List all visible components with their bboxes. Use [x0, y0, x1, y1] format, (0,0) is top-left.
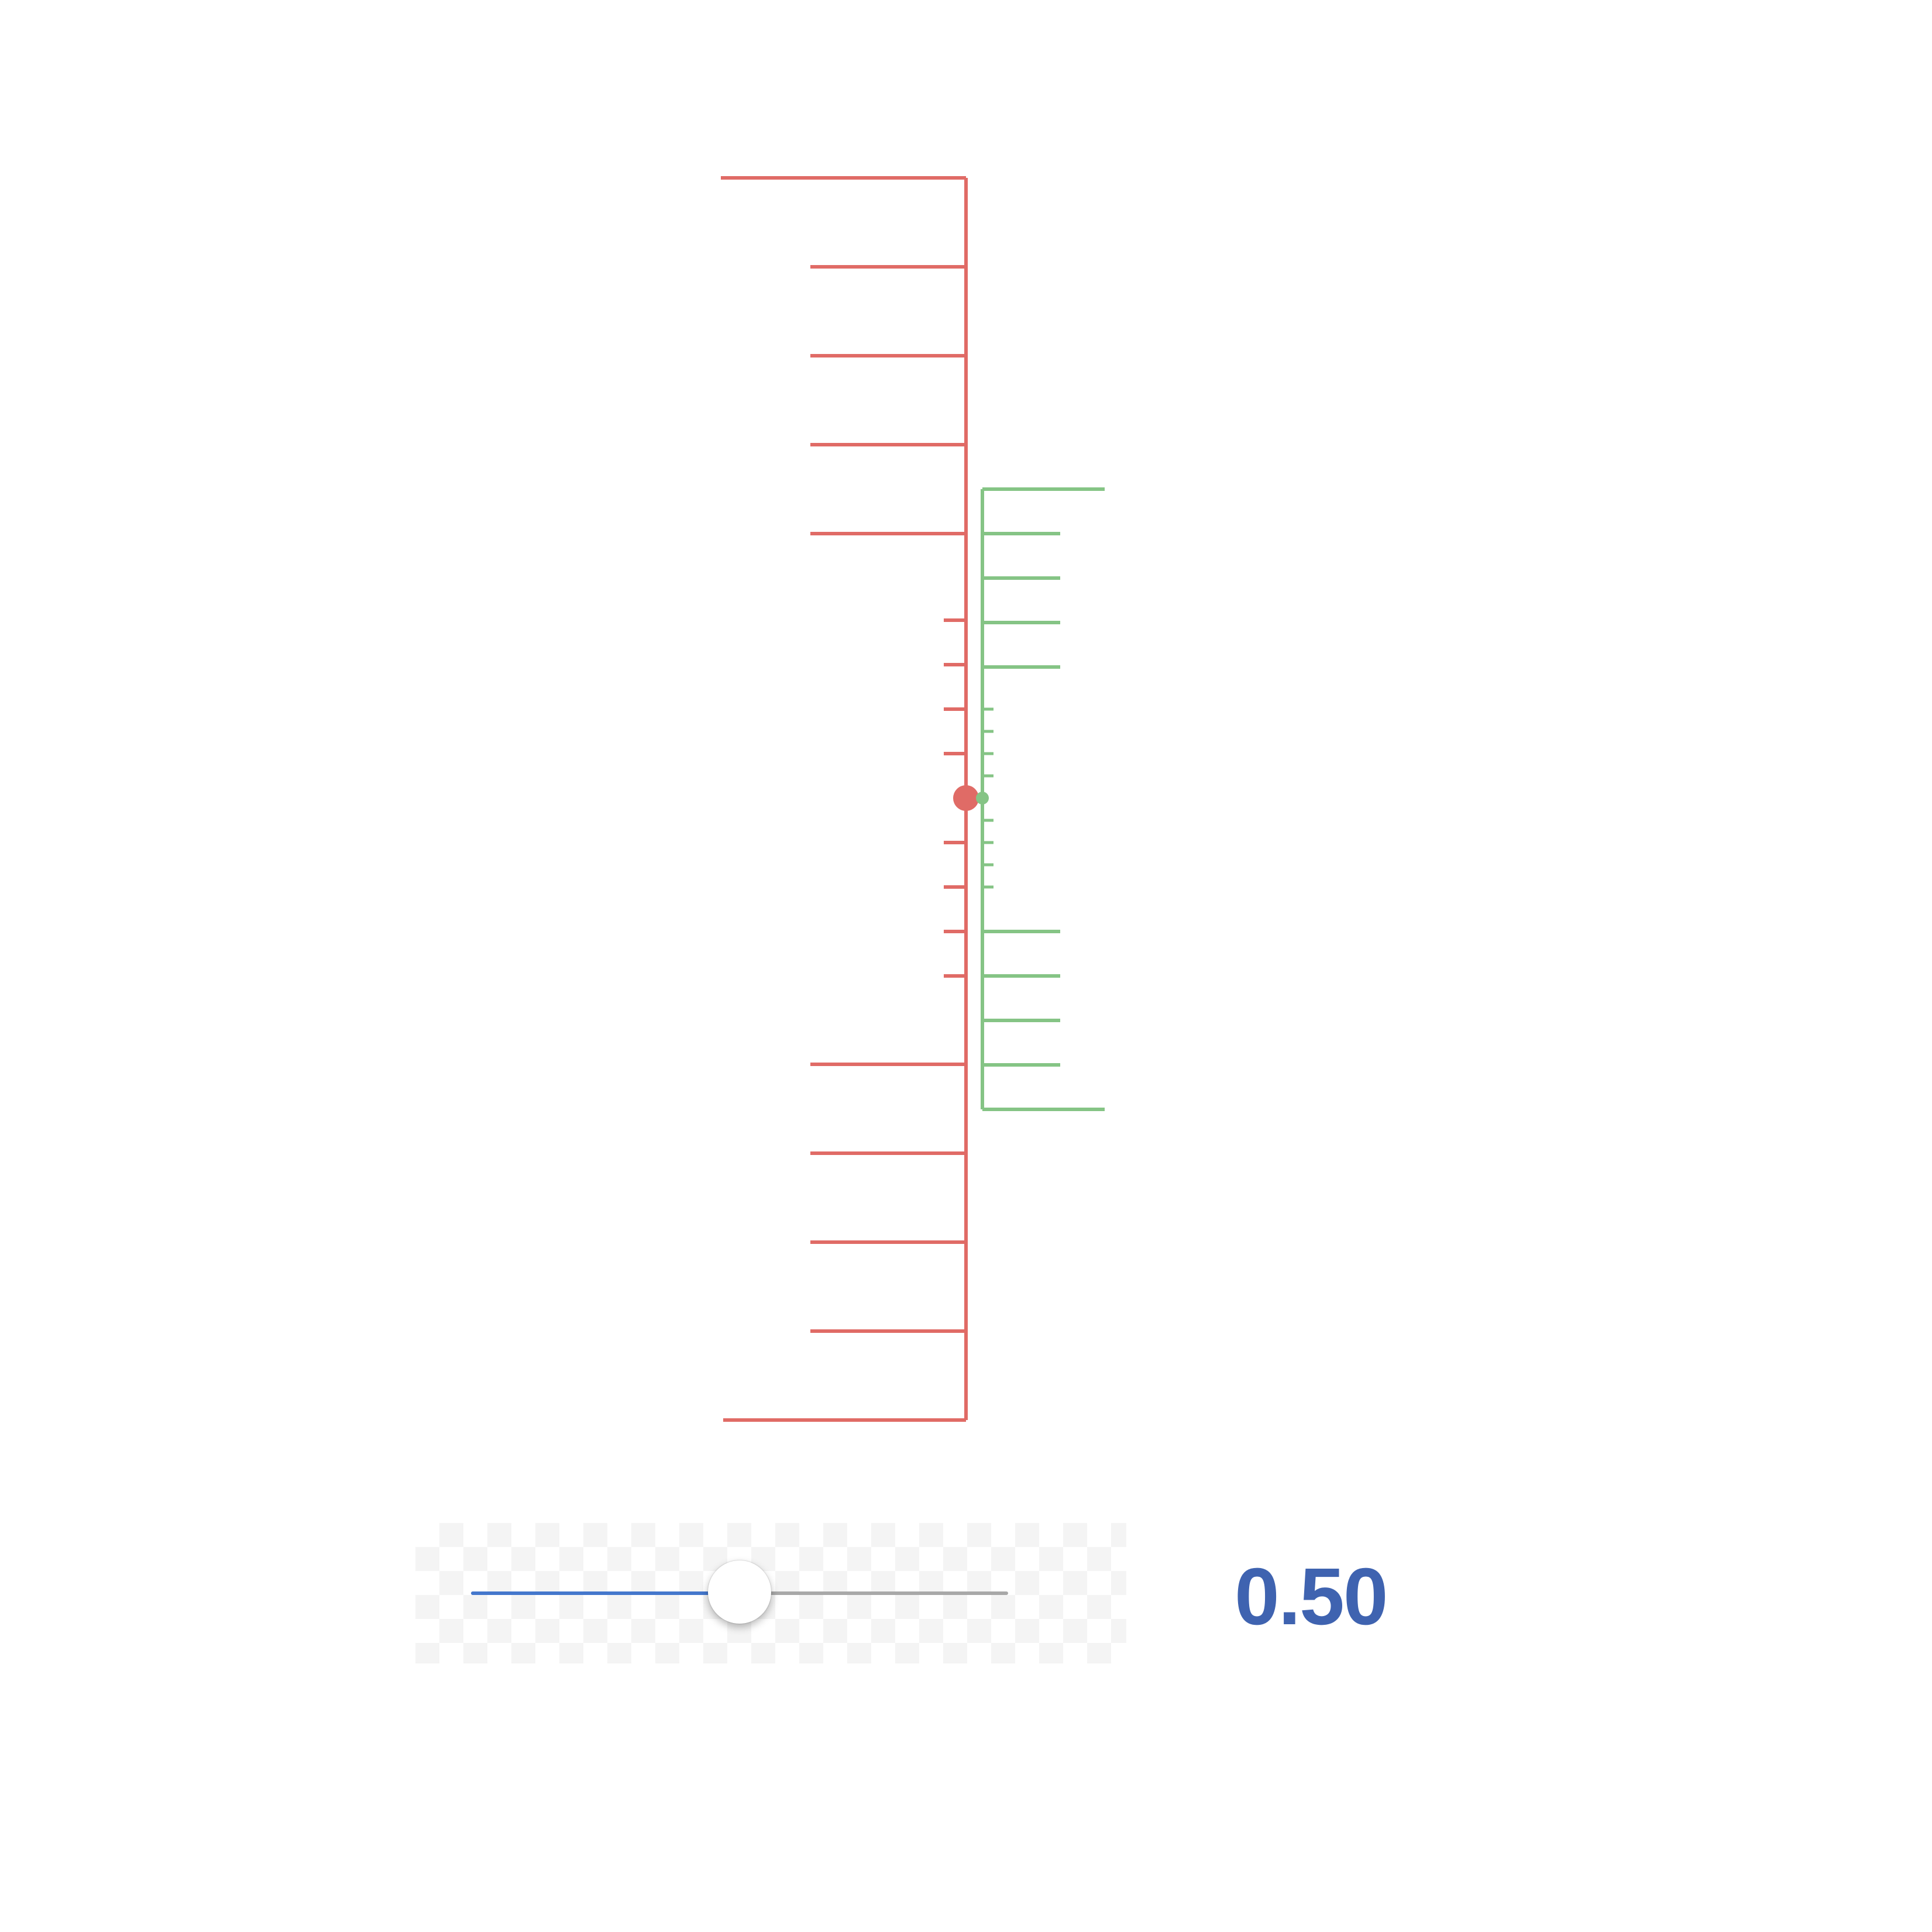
slider-value-readout: 0.50: [1235, 1552, 1388, 1642]
red-scale-center-dot: [953, 785, 979, 811]
slider-container: [415, 1523, 1126, 1663]
green-scale-center-dot: [976, 792, 989, 805]
slider-thumb[interactable]: [708, 1560, 771, 1624]
slider-track-fill: [471, 1591, 740, 1595]
red-scale: [721, 176, 979, 1422]
green-scale: [976, 487, 1105, 1111]
